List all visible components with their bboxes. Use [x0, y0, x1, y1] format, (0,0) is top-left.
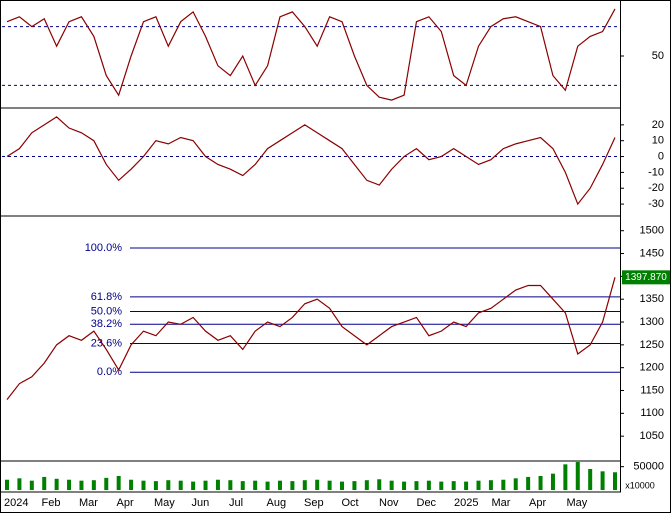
volume-bar	[129, 479, 134, 490]
volume-bar	[228, 480, 233, 490]
volume-bar	[414, 481, 419, 490]
volume-bar	[402, 481, 407, 490]
volume-bar	[613, 472, 617, 490]
volume-bar	[17, 478, 22, 490]
volume-bar	[364, 480, 369, 490]
volume-bar	[178, 480, 183, 490]
volume-bar	[352, 481, 357, 490]
volume-bar	[563, 464, 568, 490]
series-line	[6, 277, 616, 401]
volume-bar	[575, 462, 580, 490]
fib-label: 61.8%	[91, 291, 122, 303]
fib-label: 100.0%	[85, 242, 123, 254]
volume-bar	[166, 480, 171, 490]
volume-bar	[476, 480, 481, 490]
y-tick-label: 1300	[640, 316, 664, 328]
panel	[0, 460, 621, 493]
volume-bar	[104, 477, 109, 490]
volume-bar	[451, 481, 456, 490]
volume-bar	[240, 481, 245, 490]
y-tick-label: 1050	[640, 430, 664, 442]
volume-bar	[426, 480, 431, 490]
volume-bar	[588, 469, 593, 490]
y-tick-label: 20	[652, 119, 664, 131]
y-tick-label: 50000	[633, 461, 664, 473]
volume-bar	[116, 476, 121, 490]
volume-bar	[340, 481, 345, 490]
y-tick-label: 1500	[640, 225, 664, 237]
volume-bar	[439, 481, 444, 490]
series-line	[6, 8, 616, 101]
y-tick-label: 10	[652, 135, 664, 147]
series-line	[6, 116, 616, 206]
y-tick-label: 1450	[640, 247, 664, 259]
volume-bar	[191, 481, 196, 490]
volume-bar	[315, 479, 320, 490]
volume-bar	[600, 471, 605, 490]
volume-bar	[488, 480, 493, 490]
y-tick-label: -20	[648, 182, 664, 194]
volume-bar	[203, 480, 208, 490]
x-tick-label: May	[567, 497, 588, 509]
volume-bar	[253, 480, 258, 490]
volume-bar	[290, 481, 295, 490]
x-tick-label: Jul	[229, 497, 243, 509]
fib-label: 23.6%	[91, 337, 122, 349]
y-tick-label: 1200	[640, 362, 664, 374]
y-tick-label: 50	[652, 50, 664, 62]
y-tick-label: -30	[648, 198, 664, 210]
volume-bar	[513, 478, 518, 490]
volume-bar	[265, 481, 270, 490]
x-tick-label: Nov	[379, 497, 399, 509]
volume-bar	[538, 476, 543, 490]
y-tick-label: -10	[648, 166, 664, 178]
x-tick-label: Jun	[192, 497, 210, 509]
x-tick-label: Apr	[529, 497, 546, 509]
volume-bar	[215, 479, 220, 490]
x-tick-label: Aug	[267, 497, 287, 509]
x-tick-label: Dec	[417, 497, 437, 509]
volume-bar	[464, 481, 469, 490]
volume-bar	[302, 480, 307, 490]
volume-bar	[5, 479, 9, 490]
x-tick-label: Apr	[117, 497, 134, 509]
fib-label: 50.0%	[91, 305, 122, 317]
x-tick-label: Oct	[342, 497, 359, 509]
unit-label: x10000	[625, 480, 655, 490]
x-tick-label: May	[154, 497, 175, 509]
y-tick-label: 1100	[640, 407, 664, 419]
x-tick-label: Mar	[79, 497, 98, 509]
volume-bar	[526, 476, 531, 490]
volume-bar	[550, 473, 555, 490]
y-tick-label: 1150	[640, 384, 664, 396]
volume-bar	[42, 476, 47, 490]
volume-bar	[277, 480, 282, 490]
y-tick-label: 1350	[640, 293, 664, 305]
volume-bar	[29, 480, 34, 490]
volume-bar	[79, 480, 84, 490]
last-price-box	[622, 270, 670, 285]
fib-label: 38.2%	[91, 318, 122, 330]
y-tick-label: 1250	[640, 339, 664, 351]
volume-bar	[377, 479, 382, 490]
volume-bar	[141, 480, 146, 490]
y-tick-label: 0	[658, 150, 664, 162]
volume-bar	[153, 481, 158, 490]
fib-label: 0.0%	[97, 366, 122, 378]
x-tick-label: Mar	[492, 497, 511, 509]
volume-bar	[327, 480, 332, 490]
volume-bar	[501, 479, 506, 490]
x-tick-label: Feb	[42, 497, 61, 509]
x-tick-label: 2025	[454, 497, 478, 509]
volume-bar	[91, 480, 96, 490]
volume-bar	[54, 478, 59, 490]
volume-bar	[67, 479, 72, 490]
volume-bar	[389, 480, 394, 490]
x-tick-label: 2024	[4, 497, 28, 509]
last-price-label: 1397.870	[625, 272, 667, 283]
x-tick-label: Sep	[304, 497, 324, 509]
